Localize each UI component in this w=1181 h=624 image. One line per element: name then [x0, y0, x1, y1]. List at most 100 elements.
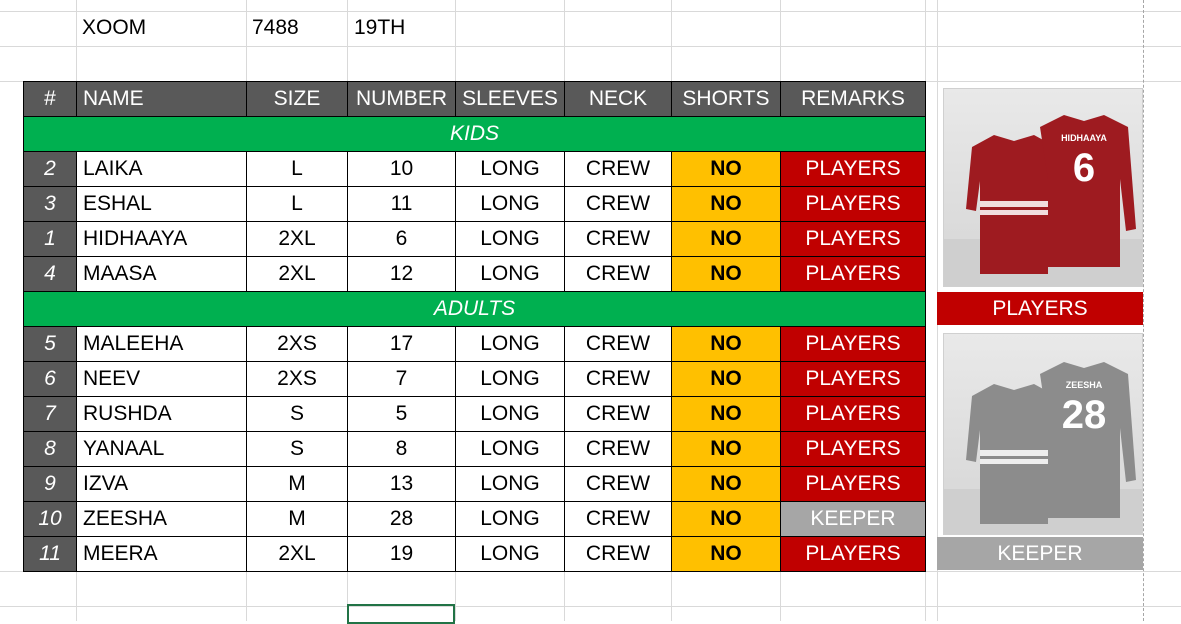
shorts-cell[interactable]: NO: [671, 466, 781, 502]
sleeves-cell[interactable]: LONG: [455, 186, 565, 222]
shorts-cell[interactable]: NO: [671, 186, 781, 222]
size-cell[interactable]: L: [246, 151, 348, 187]
sleeves-cell[interactable]: LONG: [455, 221, 565, 257]
jersey-number-cell[interactable]: 11: [347, 186, 456, 222]
jersey-number-cell[interactable]: 6: [347, 221, 456, 257]
remarks-cell[interactable]: PLAYERS: [780, 151, 926, 187]
jersey-number-cell[interactable]: 10: [347, 151, 456, 187]
size-cell[interactable]: M: [246, 466, 348, 502]
size-cell[interactable]: S: [246, 396, 348, 432]
shorts-cell[interactable]: NO: [671, 501, 781, 537]
active-cell[interactable]: [347, 604, 455, 624]
neck-cell[interactable]: CREW: [564, 361, 672, 397]
neck-cell[interactable]: CREW: [564, 396, 672, 432]
keeper-jersey-image[interactable]: ZEESHA 28: [943, 333, 1143, 535]
name-cell[interactable]: ZEESHA: [76, 501, 247, 537]
remarks-cell[interactable]: PLAYERS: [780, 396, 926, 432]
row-index-cell[interactable]: 9: [23, 466, 77, 502]
header-shorts[interactable]: SHORTS: [671, 81, 781, 117]
jersey-number-cell[interactable]: 12: [347, 256, 456, 292]
neck-cell[interactable]: CREW: [564, 221, 672, 257]
row-index-cell[interactable]: 4: [23, 256, 77, 292]
sleeves-cell[interactable]: LONG: [455, 536, 565, 572]
sleeves-cell[interactable]: LONG: [455, 466, 565, 502]
header-neck[interactable]: NECK: [564, 81, 672, 117]
header-name[interactable]: NAME: [76, 81, 247, 117]
jersey-number-cell[interactable]: 19: [347, 536, 456, 572]
sleeves-cell[interactable]: LONG: [455, 431, 565, 467]
size-cell[interactable]: 2XL: [246, 221, 348, 257]
remarks-cell[interactable]: PLAYERS: [780, 326, 926, 362]
name-cell[interactable]: MAASA: [76, 256, 247, 292]
remarks-cell[interactable]: PLAYERS: [780, 186, 926, 222]
section-adults[interactable]: ADULTS: [23, 291, 926, 327]
header-number[interactable]: NUMBER: [347, 81, 456, 117]
name-cell[interactable]: HIDHAAYA: [76, 221, 247, 257]
size-cell[interactable]: M: [246, 501, 348, 537]
sleeves-cell[interactable]: LONG: [455, 501, 565, 537]
neck-cell[interactable]: CREW: [564, 466, 672, 502]
name-cell[interactable]: NEEV: [76, 361, 247, 397]
jersey-number-cell[interactable]: 17: [347, 326, 456, 362]
section-kids[interactable]: KIDS: [23, 116, 926, 152]
name-cell[interactable]: LAIKA: [76, 151, 247, 187]
neck-cell[interactable]: CREW: [564, 431, 672, 467]
shorts-cell[interactable]: NO: [671, 536, 781, 572]
jersey-number-cell[interactable]: 13: [347, 466, 456, 502]
size-cell[interactable]: 2XS: [246, 361, 348, 397]
shorts-cell[interactable]: NO: [671, 151, 781, 187]
info-7488[interactable]: 7488: [252, 16, 299, 39]
neck-cell[interactable]: CREW: [564, 256, 672, 292]
remarks-cell[interactable]: PLAYERS: [780, 466, 926, 502]
sleeves-cell[interactable]: LONG: [455, 326, 565, 362]
row-index-cell[interactable]: 3: [23, 186, 77, 222]
size-cell[interactable]: S: [246, 431, 348, 467]
neck-cell[interactable]: CREW: [564, 326, 672, 362]
sleeves-cell[interactable]: LONG: [455, 151, 565, 187]
row-index-cell[interactable]: 10: [23, 501, 77, 537]
shorts-cell[interactable]: NO: [671, 221, 781, 257]
row-index-cell[interactable]: 6: [23, 361, 77, 397]
header-remarks[interactable]: REMARKS: [780, 81, 926, 117]
row-index-cell[interactable]: 7: [23, 396, 77, 432]
row-index-cell[interactable]: 5: [23, 326, 77, 362]
shorts-cell[interactable]: NO: [671, 431, 781, 467]
name-cell[interactable]: IZVA: [76, 466, 247, 502]
neck-cell[interactable]: CREW: [564, 186, 672, 222]
name-cell[interactable]: YANAAL: [76, 431, 247, 467]
remarks-cell[interactable]: KEEPER: [780, 501, 926, 537]
row-index-cell[interactable]: 2: [23, 151, 77, 187]
name-cell[interactable]: ESHAL: [76, 186, 247, 222]
shorts-cell[interactable]: NO: [671, 361, 781, 397]
info-xoom[interactable]: XOOM: [82, 16, 147, 39]
remarks-cell[interactable]: PLAYERS: [780, 361, 926, 397]
shorts-cell[interactable]: NO: [671, 326, 781, 362]
shorts-cell[interactable]: NO: [671, 256, 781, 292]
header-size[interactable]: SIZE: [246, 81, 348, 117]
players-label[interactable]: PLAYERS: [937, 292, 1143, 325]
players-jersey-image[interactable]: HIDHAAYA 6: [943, 88, 1143, 287]
size-cell[interactable]: 2XS: [246, 326, 348, 362]
jersey-number-cell[interactable]: 5: [347, 396, 456, 432]
neck-cell[interactable]: CREW: [564, 151, 672, 187]
jersey-number-cell[interactable]: 28: [347, 501, 456, 537]
info-19th[interactable]: 19TH: [354, 16, 406, 39]
neck-cell[interactable]: CREW: [564, 536, 672, 572]
neck-cell[interactable]: CREW: [564, 501, 672, 537]
name-cell[interactable]: MALEEHA: [76, 326, 247, 362]
row-index-cell[interactable]: 11: [23, 536, 77, 572]
name-cell[interactable]: RUSHDA: [76, 396, 247, 432]
sleeves-cell[interactable]: LONG: [455, 361, 565, 397]
size-cell[interactable]: 2XL: [246, 256, 348, 292]
jersey-number-cell[interactable]: 8: [347, 431, 456, 467]
remarks-cell[interactable]: PLAYERS: [780, 256, 926, 292]
row-index-cell[interactable]: 8: [23, 431, 77, 467]
size-cell[interactable]: L: [246, 186, 348, 222]
jersey-number-cell[interactable]: 7: [347, 361, 456, 397]
sleeves-cell[interactable]: LONG: [455, 396, 565, 432]
shorts-cell[interactable]: NO: [671, 396, 781, 432]
row-index-cell[interactable]: 1: [23, 221, 77, 257]
name-cell[interactable]: MEERA: [76, 536, 247, 572]
size-cell[interactable]: 2XL: [246, 536, 348, 572]
remarks-cell[interactable]: PLAYERS: [780, 431, 926, 467]
